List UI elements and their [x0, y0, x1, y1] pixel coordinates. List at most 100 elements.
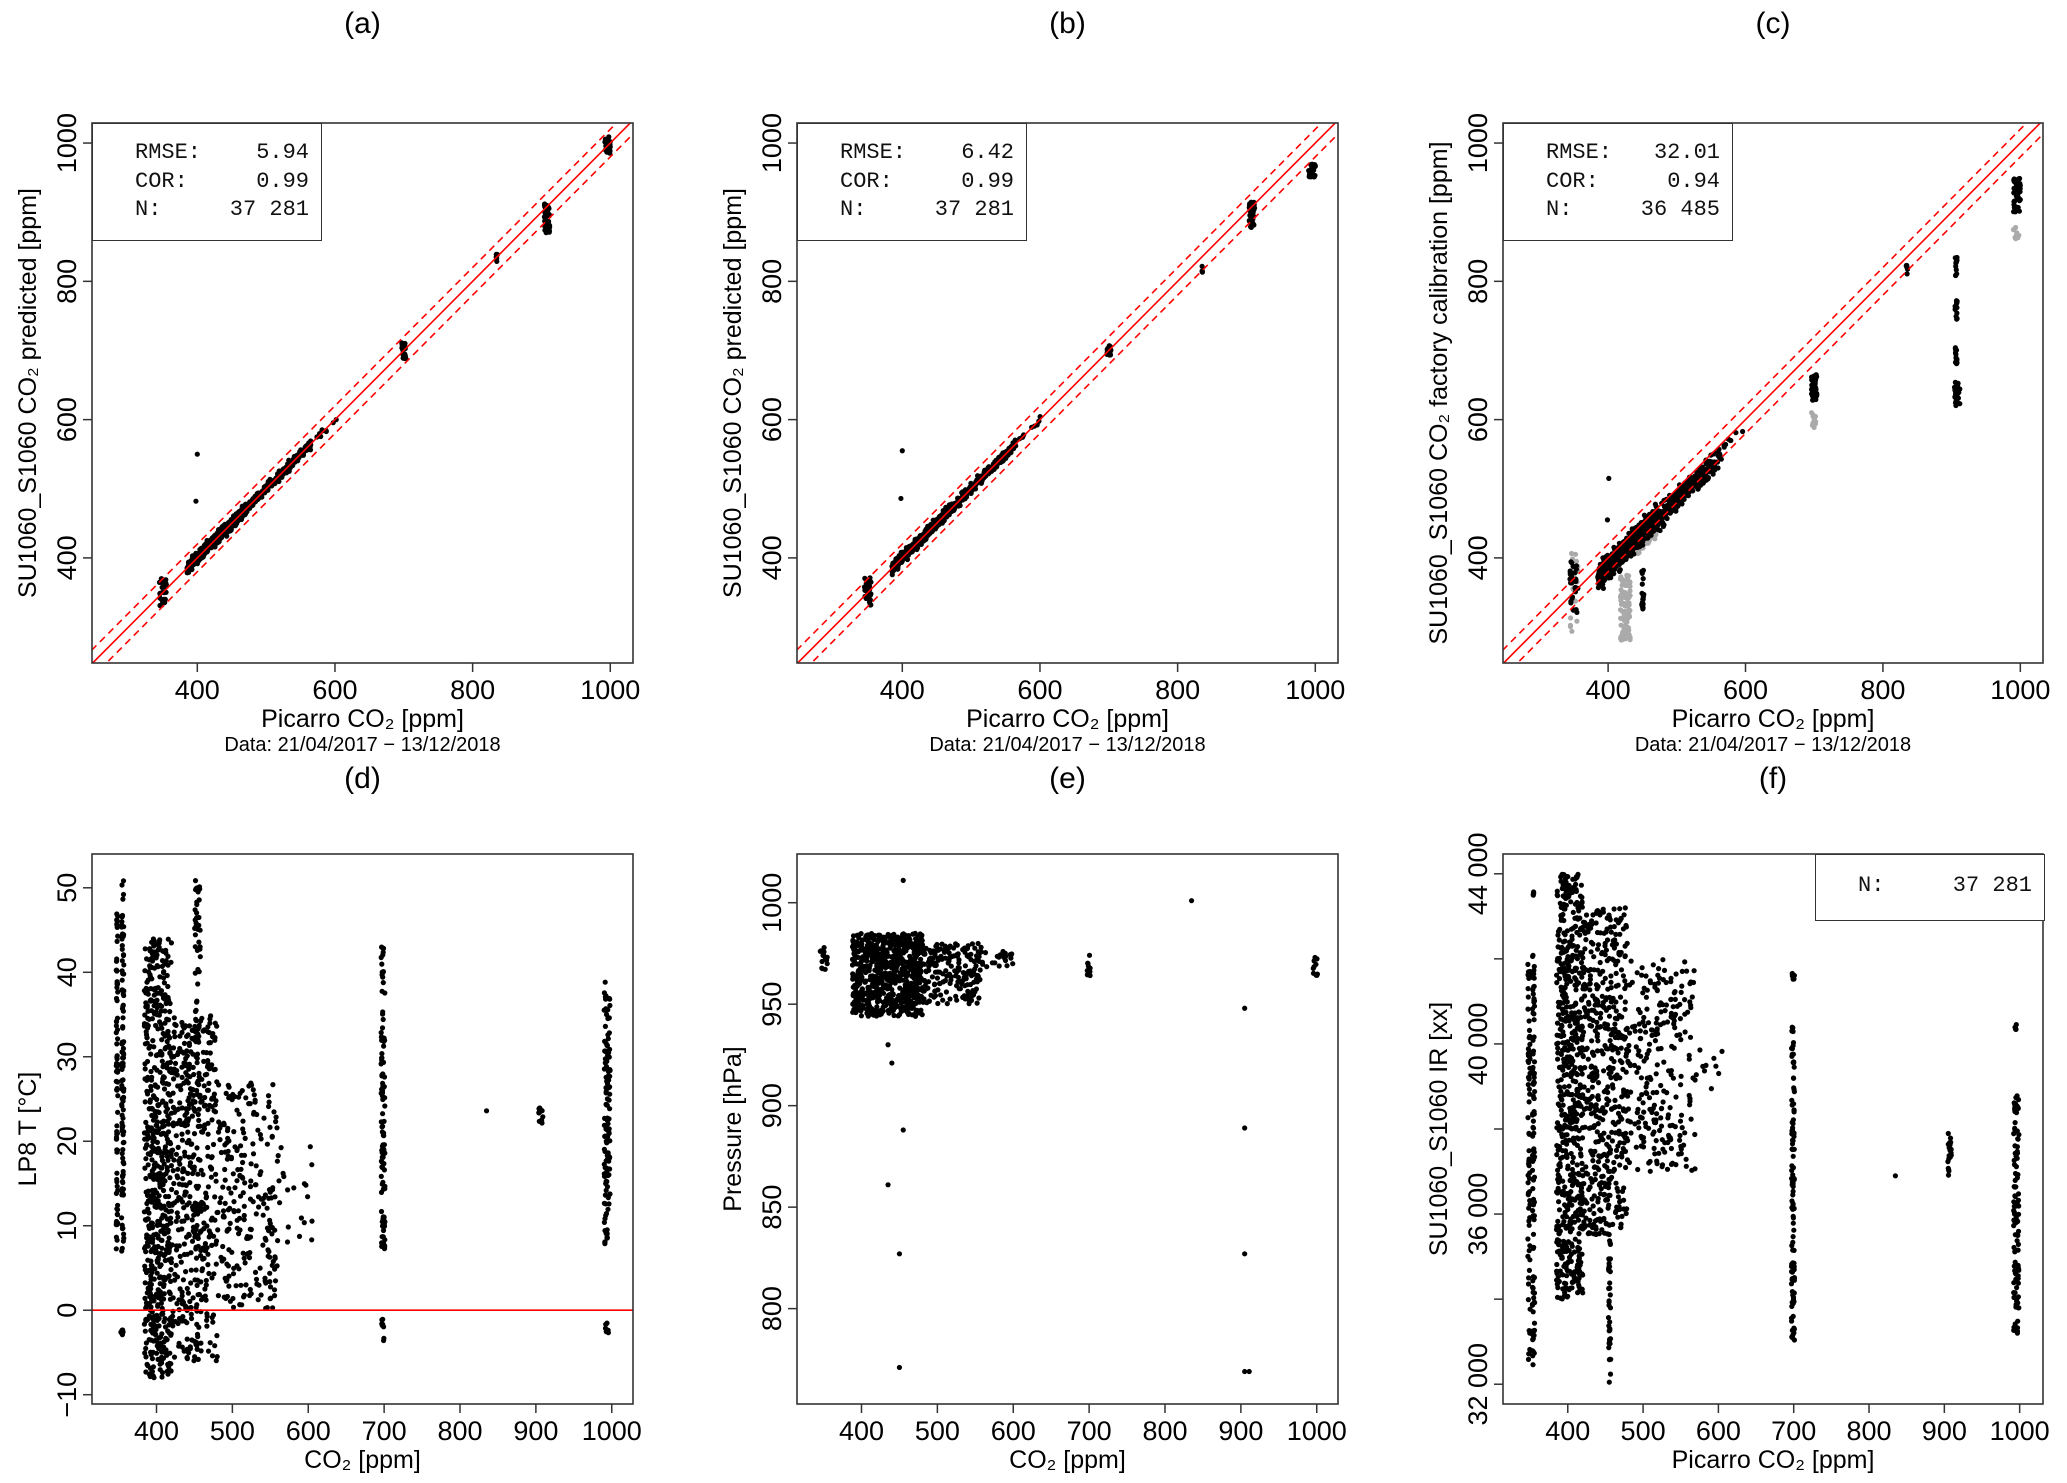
y-tick-label: 600 — [1463, 397, 1493, 442]
data-point — [119, 1006, 126, 1012]
points-layer — [817, 877, 1320, 1375]
data-point — [277, 1200, 283, 1206]
data-point — [171, 1354, 178, 1360]
data-point — [159, 1079, 165, 1085]
data-point — [379, 1055, 385, 1061]
data-point — [189, 1165, 196, 1171]
data-point — [152, 1187, 158, 1193]
data-point — [285, 1187, 291, 1193]
data-point — [154, 1270, 160, 1276]
data-point — [144, 1303, 150, 1309]
data-point — [1573, 566, 1579, 572]
data-point — [242, 1135, 248, 1141]
data-point — [215, 1293, 221, 1299]
data-point — [309, 1237, 315, 1243]
data-point — [1312, 172, 1318, 179]
data-point — [889, 572, 895, 578]
data-point — [1599, 570, 1605, 576]
data-point — [162, 993, 168, 999]
data-point — [607, 144, 613, 150]
data-point — [955, 503, 961, 509]
data-point — [119, 1123, 126, 1129]
data-point — [198, 1206, 204, 1212]
data-point — [148, 1281, 154, 1288]
data-point — [159, 1370, 166, 1376]
data-point — [242, 1180, 248, 1186]
data-point — [1953, 267, 1959, 273]
data-point — [156, 1012, 162, 1018]
data-point — [169, 1186, 175, 1193]
data-point — [119, 977, 125, 983]
data-point — [166, 1235, 172, 1241]
data-point — [381, 1246, 388, 1252]
data-point — [215, 1129, 222, 1135]
data-point — [113, 1234, 119, 1240]
data-point — [209, 1215, 215, 1221]
plot-frame — [91, 122, 634, 664]
data-point — [2011, 209, 2017, 215]
data-point — [170, 1120, 176, 1126]
data-point — [120, 1045, 126, 1052]
data-point — [186, 1023, 193, 1029]
data-point — [1620, 579, 1626, 585]
data-point — [380, 1016, 386, 1023]
data-point — [194, 451, 200, 457]
data-point — [115, 1109, 121, 1115]
data-point — [605, 1155, 611, 1161]
data-point — [175, 1320, 181, 1327]
data-point — [150, 1364, 156, 1370]
data-point — [148, 1051, 154, 1057]
data-point — [193, 1018, 199, 1024]
data-point — [207, 1020, 213, 1026]
data-point — [275, 1238, 281, 1244]
data-point — [186, 1116, 192, 1122]
data-point — [380, 1084, 386, 1091]
data-point — [209, 1062, 215, 1068]
data-point — [192, 970, 198, 976]
data-point — [197, 1157, 203, 1163]
data-point — [1634, 544, 1640, 551]
data-point — [1672, 494, 1678, 501]
data-point — [177, 1286, 183, 1292]
data-point — [149, 1223, 155, 1229]
data-point — [121, 924, 127, 930]
data-point — [1574, 618, 1580, 624]
data-point — [237, 1173, 243, 1179]
data-point — [272, 1254, 278, 1260]
data-point — [251, 1092, 257, 1098]
data-point — [942, 514, 948, 520]
panel-label: (c) — [1756, 7, 1791, 40]
data-point — [218, 1195, 224, 1201]
data-point — [151, 1065, 158, 1071]
data-point — [379, 1072, 385, 1078]
data-point — [188, 1250, 194, 1256]
data-point — [149, 1315, 155, 1321]
data-point — [142, 968, 148, 974]
data-point — [213, 1261, 219, 1267]
data-point — [120, 1015, 126, 1021]
data-point — [178, 1259, 184, 1265]
y-tick-label: 400 — [757, 535, 787, 580]
data-point — [119, 1186, 125, 1192]
data-point — [213, 1098, 219, 1104]
data-point — [603, 1181, 609, 1187]
data-point — [380, 974, 386, 980]
plot-frame — [796, 122, 1339, 664]
data-point — [380, 1059, 387, 1065]
data-point — [236, 1111, 242, 1117]
x-tick-label: 800 — [437, 1416, 482, 1446]
data-point — [113, 1018, 120, 1024]
data-point — [260, 1212, 266, 1218]
data-point — [234, 1107, 240, 1113]
data-point — [603, 1007, 610, 1013]
data-point — [198, 1099, 204, 1105]
data-point — [142, 1041, 148, 1047]
data-point — [151, 1044, 157, 1050]
data-point — [1569, 550, 1575, 557]
data-point — [152, 1160, 158, 1166]
data-point — [144, 1143, 150, 1149]
data-point — [269, 1262, 275, 1268]
data-point — [150, 1321, 156, 1327]
data-point — [142, 1263, 148, 1269]
data-point — [205, 1348, 212, 1354]
